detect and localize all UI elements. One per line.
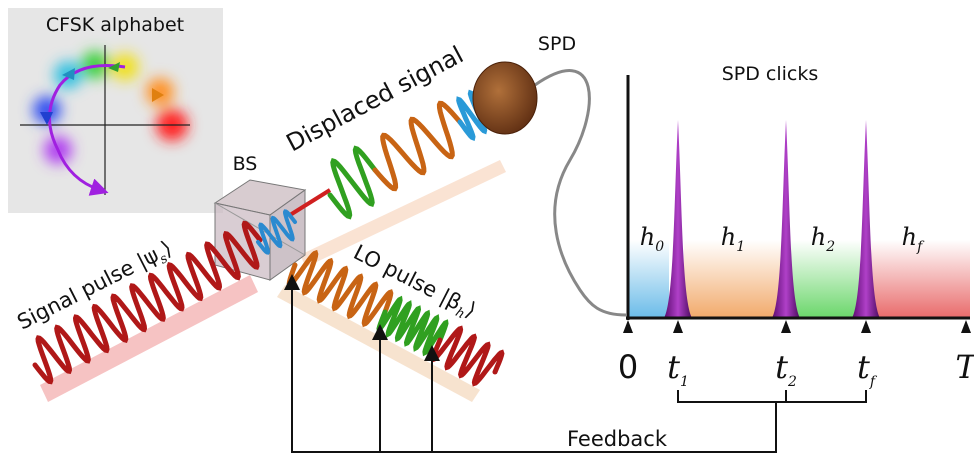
- region-subscript: 0: [655, 239, 664, 255]
- wave: [430, 325, 505, 387]
- wave: [327, 145, 378, 220]
- tick-label: T: [955, 348, 974, 386]
- click-peak: [852, 120, 880, 318]
- beam-shadow: [40, 275, 258, 402]
- tick-arrow: [861, 320, 871, 333]
- constellation-glow: [33, 51, 188, 164]
- tick-labels: 0t1t2tfT: [618, 320, 974, 390]
- cable: [534, 69, 627, 317]
- tick-subscript: f: [869, 374, 878, 390]
- click-peak: [664, 120, 692, 318]
- glow: [33, 96, 61, 124]
- feedback-label: Feedback: [567, 427, 668, 451]
- inset: CFSK alphabet: [8, 8, 223, 213]
- label-background: [555, 425, 680, 451]
- symbol-marker: [152, 88, 164, 102]
- inset-title: CFSK alphabet: [46, 14, 184, 36]
- region-subscript: 2: [825, 239, 835, 255]
- region-fill: [629, 240, 669, 318]
- region-main: h: [902, 223, 917, 251]
- displaced-signal-label: Displaced signal: [282, 41, 468, 158]
- tick-arrow: [781, 320, 791, 333]
- region-labels: h0 h1 h2 hf: [640, 223, 925, 255]
- waves: [32, 82, 505, 387]
- tick-label: tf: [857, 348, 878, 390]
- click-peak: [772, 120, 800, 318]
- tick-label: t2: [775, 348, 797, 390]
- tick-label: 0: [618, 348, 638, 386]
- bracket: [677, 390, 867, 403]
- detector: [472, 61, 538, 135]
- wave: [286, 249, 394, 328]
- beam-shadow: [277, 285, 480, 402]
- wave: [376, 295, 449, 357]
- tick-main: T: [955, 348, 974, 386]
- region-fill: [870, 240, 970, 318]
- tick-arrow: [673, 320, 683, 333]
- tick-arrow: [961, 320, 971, 333]
- feedback-lines: [284, 274, 867, 453]
- region-subscript: f: [916, 239, 925, 255]
- glow: [146, 78, 174, 106]
- wave: [32, 220, 263, 385]
- symbol-marker: [40, 112, 53, 125]
- region-main: h: [721, 223, 736, 251]
- feedback-arrow: [284, 274, 777, 453]
- region-label: hf: [902, 223, 925, 255]
- region-main: h: [640, 223, 655, 251]
- tick-subscript: 1: [680, 374, 689, 390]
- wave: [256, 209, 297, 255]
- tick-main: 0: [618, 348, 638, 386]
- tick-arrow: [623, 320, 633, 333]
- panel-title: SPD clicks: [722, 63, 819, 85]
- tick-main: t: [775, 348, 788, 386]
- tick-main: t: [667, 348, 680, 386]
- region-label: h1: [721, 223, 745, 255]
- symbol-marker: [108, 62, 120, 72]
- beam-shadow: [300, 160, 506, 267]
- symbol-marker: [62, 68, 75, 80]
- region-subscript: 1: [736, 239, 745, 255]
- region-fill: [684, 240, 782, 318]
- bs-label: BS: [233, 153, 258, 175]
- spd-label: SPD: [538, 33, 576, 55]
- tick-subscript: 2: [787, 374, 797, 390]
- tick-main: t: [857, 348, 870, 386]
- region-label: h2: [811, 223, 835, 255]
- region-fill: [790, 240, 860, 318]
- tick-label: t1: [667, 348, 689, 390]
- wave: [372, 100, 463, 192]
- region-main: h: [811, 223, 826, 251]
- region-label: h0: [640, 223, 664, 255]
- beam: [288, 188, 332, 217]
